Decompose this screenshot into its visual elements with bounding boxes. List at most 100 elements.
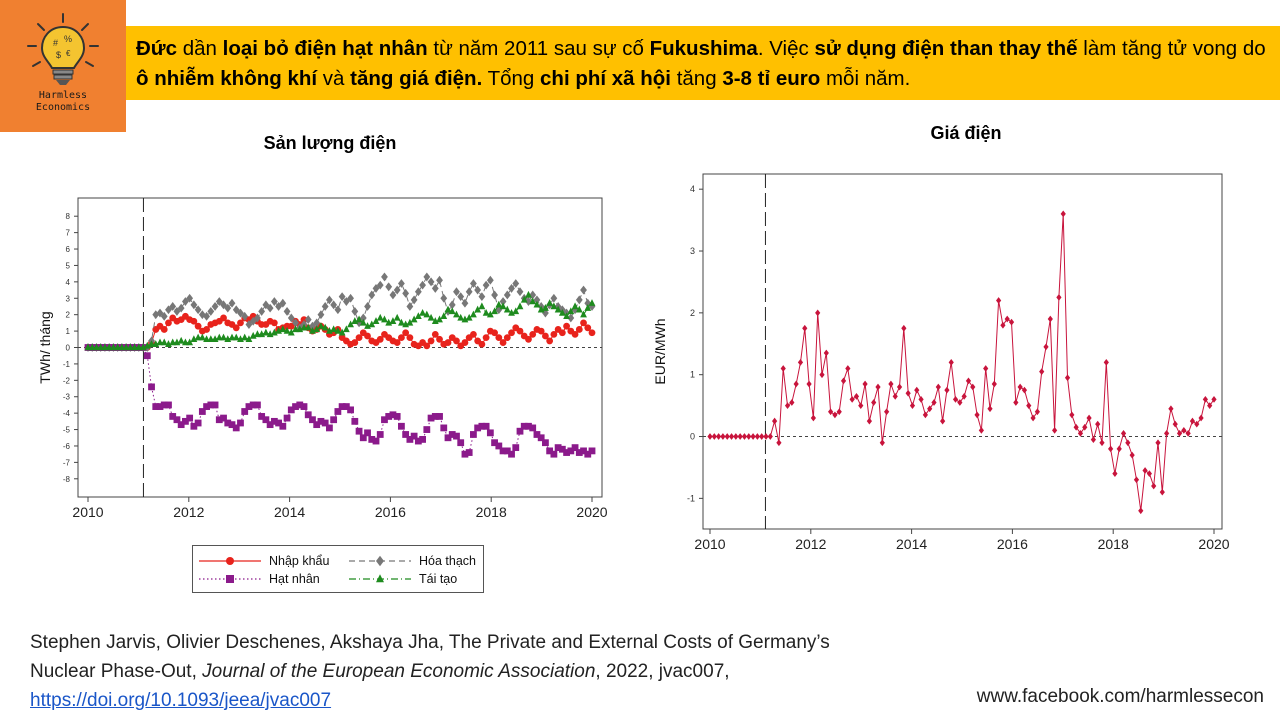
data-point	[1064, 374, 1071, 382]
data-point	[1073, 423, 1079, 431]
data-point	[588, 329, 596, 337]
data-point	[478, 302, 486, 310]
data-point	[351, 339, 359, 346]
x-tick-label: 2010	[694, 536, 725, 552]
chart-legend: Nhập khẩu Hóa thạch Hạt nhân Tái tạo	[192, 545, 484, 593]
data-point	[520, 422, 528, 430]
data-point	[156, 403, 164, 410]
headline-banner: Đức dần loại bỏ điện hạt nhân từ năm 201…	[126, 26, 1280, 100]
data-point	[724, 433, 730, 440]
legend-marker	[226, 575, 234, 583]
data-point	[836, 408, 842, 416]
data-point	[355, 315, 363, 323]
data-point	[419, 280, 426, 290]
data-point	[436, 275, 443, 285]
data-point	[1095, 420, 1101, 428]
data-point	[533, 431, 541, 438]
data-point	[372, 283, 380, 293]
doi-link[interactable]: https://doi.org/10.1093/jeea/jvac007	[30, 690, 332, 711]
data-point	[330, 325, 338, 333]
data-point	[359, 318, 367, 326]
data-point	[300, 403, 308, 410]
data-point	[436, 413, 443, 420]
data-point	[495, 442, 503, 450]
data-point	[905, 389, 911, 397]
data-point	[957, 399, 963, 406]
data-point	[287, 322, 295, 330]
data-point	[321, 419, 329, 427]
data-point	[160, 311, 168, 321]
data-point	[1172, 420, 1178, 428]
data-point	[334, 305, 342, 315]
data-point	[862, 380, 868, 388]
logo-text: Harmless Economics	[0, 90, 126, 114]
data-point	[461, 450, 469, 458]
data-point	[270, 417, 278, 425]
data-point	[1060, 210, 1066, 218]
data-point	[393, 339, 401, 346]
data-point	[211, 401, 219, 409]
data-point	[342, 403, 350, 410]
data-point	[393, 413, 401, 420]
y-tick-label: -2	[63, 376, 71, 385]
data-point	[1108, 445, 1114, 453]
data-point	[338, 328, 346, 336]
y-tick-label: 2	[690, 308, 695, 318]
data-point	[296, 401, 304, 409]
data-point	[317, 322, 325, 329]
data-point	[461, 339, 469, 346]
svg-text:#: #	[53, 38, 58, 48]
data-point	[542, 439, 549, 447]
x-tick-label: 2014	[896, 536, 927, 552]
banner-segment: mỗi năm.	[820, 67, 911, 90]
series-markers	[84, 290, 596, 351]
data-point	[767, 433, 773, 440]
data-point	[884, 408, 890, 416]
data-point	[249, 316, 257, 326]
data-point	[580, 447, 587, 455]
data-point	[512, 279, 520, 288]
data-point	[546, 299, 554, 306]
y-tick-label: 2	[66, 311, 71, 320]
data-point	[558, 308, 566, 316]
data-point	[1017, 383, 1023, 391]
data-point	[410, 315, 418, 323]
data-point	[254, 313, 261, 323]
x-tick-label: 2020	[576, 504, 607, 520]
data-point	[563, 449, 570, 456]
legend-label: Tái tạo	[419, 572, 457, 586]
data-point	[970, 383, 976, 391]
data-point	[398, 318, 405, 326]
data-point	[448, 307, 456, 315]
svg-text:$: $	[56, 50, 61, 60]
data-point	[537, 327, 545, 335]
data-point	[478, 340, 486, 348]
data-point	[944, 386, 950, 394]
data-point	[448, 300, 456, 310]
data-point	[436, 315, 443, 323]
data-point	[427, 337, 435, 345]
svg-text:%: %	[64, 34, 72, 44]
data-point	[203, 403, 210, 410]
data-point	[232, 424, 240, 432]
data-point	[304, 323, 312, 331]
data-point	[245, 403, 253, 410]
data-point	[440, 293, 448, 303]
data-point	[262, 416, 270, 424]
data-point	[542, 304, 549, 311]
data-point	[499, 297, 507, 306]
y-tick-label: 4	[66, 278, 71, 287]
data-point	[580, 285, 587, 295]
data-point	[266, 421, 274, 429]
data-point	[457, 439, 465, 447]
data-point	[406, 334, 414, 342]
data-point	[279, 298, 287, 308]
data-point	[220, 333, 227, 341]
data-point	[245, 320, 253, 329]
legend-label: Hạt nhân	[269, 572, 320, 586]
x-tick-label: 2012	[795, 536, 826, 552]
data-point	[1039, 368, 1045, 375]
data-point	[177, 336, 185, 344]
data-point	[525, 422, 532, 430]
data-point	[520, 295, 528, 303]
